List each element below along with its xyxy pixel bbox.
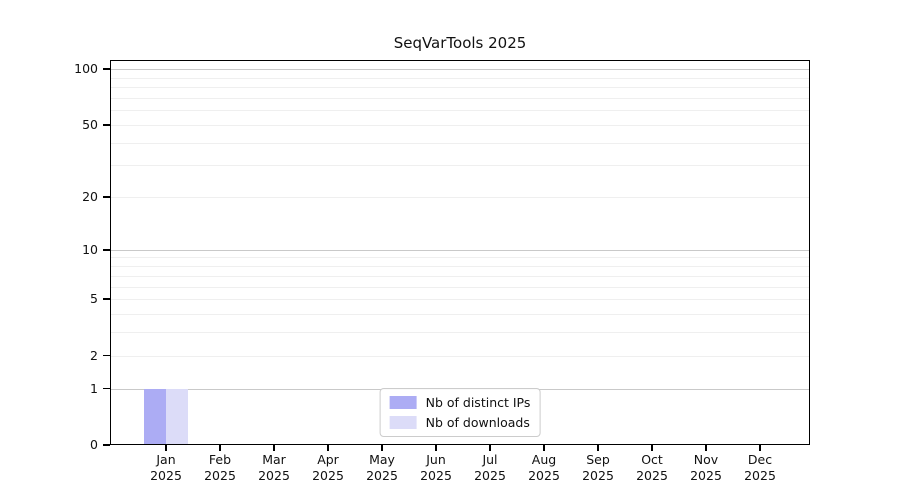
x-tick-month: Oct bbox=[641, 452, 663, 467]
gridline-minor bbox=[110, 332, 810, 334]
x-tick-label: Sep 2025 bbox=[568, 452, 628, 484]
x-tick-mark bbox=[165, 445, 167, 451]
gridline-minor bbox=[110, 266, 810, 268]
x-tick-mark bbox=[327, 445, 329, 451]
bar-nb-of-distinct-ips bbox=[144, 388, 166, 445]
gridline-minor bbox=[110, 197, 810, 199]
x-tick-label: Jun 2025 bbox=[406, 452, 466, 484]
x-tick-year: 2025 bbox=[690, 468, 722, 483]
x-tick-mark bbox=[651, 445, 653, 451]
x-tick-month: May bbox=[369, 452, 395, 467]
x-tick-label: Mar 2025 bbox=[244, 452, 304, 484]
y-tick-label: 100 bbox=[74, 61, 98, 77]
y-tick-label: 1 bbox=[90, 380, 98, 396]
y-tick-mark bbox=[103, 248, 110, 251]
gridline-major bbox=[110, 249, 810, 251]
x-tick-label: Oct 2025 bbox=[622, 452, 682, 484]
x-tick-mark bbox=[543, 445, 545, 451]
x-tick-month: Dec bbox=[747, 452, 773, 467]
gridline-minor bbox=[110, 355, 810, 357]
x-tick-year: 2025 bbox=[582, 468, 614, 483]
y-tick-label: 5 bbox=[90, 291, 98, 307]
x-tick-year: 2025 bbox=[366, 468, 398, 483]
y-tick-mark bbox=[103, 123, 110, 126]
legend-row: Nb of distinct IPs bbox=[389, 394, 531, 411]
legend-swatch bbox=[389, 416, 417, 429]
bar-nb-of-downloads bbox=[166, 388, 188, 445]
x-tick-year: 2025 bbox=[474, 468, 506, 483]
legend-label: Nb of distinct IPs bbox=[425, 395, 531, 410]
x-tick-mark bbox=[489, 445, 491, 451]
gridline-minor bbox=[110, 313, 810, 315]
gridline-minor bbox=[110, 165, 810, 167]
x-tick-month: Jan bbox=[156, 452, 176, 467]
x-tick-mark bbox=[705, 445, 707, 451]
x-tick-mark bbox=[435, 445, 437, 451]
x-tick-label: Jan 2025 bbox=[136, 452, 196, 484]
legend-swatch bbox=[389, 396, 417, 409]
x-tick-year: 2025 bbox=[150, 468, 182, 483]
gridline-minor bbox=[110, 286, 810, 288]
gridline-major bbox=[110, 69, 810, 71]
x-tick-month: Nov bbox=[693, 452, 719, 467]
x-tick-month: Apr bbox=[317, 452, 339, 467]
y-tick-label: 10 bbox=[82, 241, 98, 257]
legend-label: Nb of downloads bbox=[425, 415, 530, 430]
x-tick-year: 2025 bbox=[312, 468, 344, 483]
y-tick-label: 20 bbox=[82, 189, 98, 205]
x-tick-label: Nov 2025 bbox=[676, 452, 736, 484]
x-tick-mark bbox=[219, 445, 221, 451]
x-tick-year: 2025 bbox=[420, 468, 452, 483]
x-tick-month: Mar bbox=[262, 452, 286, 467]
x-tick-label: Dec 2025 bbox=[730, 452, 790, 484]
gridline-minor bbox=[110, 87, 810, 89]
x-tick-year: 2025 bbox=[744, 468, 776, 483]
y-tick-label: 50 bbox=[82, 116, 98, 132]
y-tick-label: 0 bbox=[90, 437, 98, 452]
x-tick-month: Aug bbox=[531, 452, 557, 467]
x-tick-label: Apr 2025 bbox=[298, 452, 358, 484]
gridline-minor bbox=[110, 257, 810, 259]
gridline-minor bbox=[110, 97, 810, 99]
x-tick-mark bbox=[597, 445, 599, 451]
x-tick-month: Jun bbox=[426, 452, 446, 467]
y-tick-mark bbox=[103, 298, 110, 300]
x-tick-label: Jul 2025 bbox=[460, 452, 520, 484]
x-tick-mark bbox=[381, 445, 383, 451]
plot-area: Nb of distinct IPs Nb of downloads bbox=[110, 60, 810, 445]
x-tick-year: 2025 bbox=[204, 468, 236, 483]
x-tick-year: 2025 bbox=[528, 468, 560, 483]
gridline-minor bbox=[110, 110, 810, 112]
x-tick-year: 2025 bbox=[258, 468, 290, 483]
y-tick-mark bbox=[103, 354, 110, 357]
x-tick-mark bbox=[759, 445, 761, 451]
y-tick-mark bbox=[103, 196, 110, 198]
legend-row: Nb of downloads bbox=[389, 414, 531, 431]
y-tick-mark bbox=[103, 444, 110, 446]
x-tick-month: Feb bbox=[208, 452, 232, 467]
x-tick-month: Sep bbox=[586, 452, 610, 467]
x-tick-year: 2025 bbox=[636, 468, 668, 483]
x-tick-label: Feb 2025 bbox=[190, 452, 250, 484]
gridline-minor bbox=[110, 275, 810, 277]
x-tick-label: Aug 2025 bbox=[514, 452, 574, 484]
y-tick-mark bbox=[103, 387, 110, 390]
y-tick-mark bbox=[103, 68, 110, 70]
gridline-minor bbox=[110, 124, 810, 126]
legend: Nb of distinct IPs Nb of downloads bbox=[379, 388, 541, 437]
chart-title: SeqVarTools 2025 bbox=[393, 34, 527, 52]
x-tick-month: Jul bbox=[482, 452, 498, 467]
y-tick-label: 2 bbox=[90, 347, 98, 363]
gridline-minor bbox=[110, 142, 810, 144]
gridline-minor bbox=[110, 77, 810, 79]
x-tick-mark bbox=[273, 445, 275, 451]
x-tick-label: May 2025 bbox=[352, 452, 412, 484]
gridline-minor bbox=[110, 299, 810, 301]
